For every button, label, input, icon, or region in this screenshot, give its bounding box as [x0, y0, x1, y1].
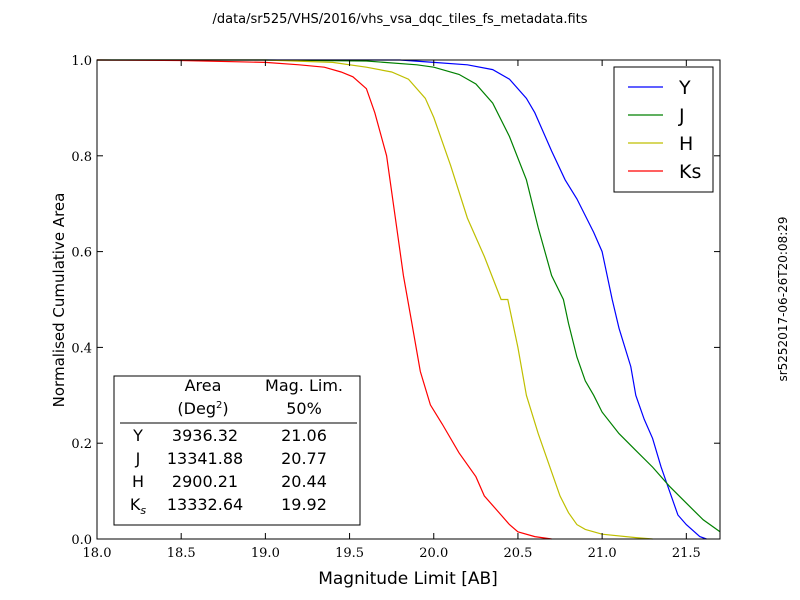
series-line-ks — [96, 59, 552, 540]
series-line-h — [97, 59, 653, 540]
table-row-band-subscript: s — [140, 504, 146, 517]
table-row-band: H — [132, 472, 144, 491]
legend-label-ks: Ks — [679, 161, 701, 183]
side-timestamp-label: sr5252017-06-26T20:08:29 — [776, 216, 790, 381]
y-tick-label: 0.2 — [71, 437, 92, 452]
y-tick-label: 1.0 — [71, 54, 92, 69]
table-row-maglim: 20.44 — [281, 472, 327, 491]
summary-table: Area Mag. Lim. (Deg2) 50% Y 3936.32 21.06 J… — [113, 375, 361, 526]
y-axis: 0.0 0.2 0.4 0.6 0.8 1.0 — [71, 54, 720, 548]
table-header-maglim-sub: 50% — [286, 399, 322, 418]
series-line-y — [97, 59, 707, 540]
chart-title: /data/sr525/VHS/2016/vhs_vsa_dqc_tiles_f… — [212, 12, 587, 27]
summary-table-box — [113, 375, 361, 526]
legend-label-y: Y — [678, 77, 691, 99]
x-tick-label: 19.5 — [335, 546, 364, 561]
plot-frame — [96, 59, 721, 540]
table-row-band: J — [135, 449, 141, 468]
x-tick-label: 18.0 — [83, 546, 112, 561]
legend: YJH Ks — [613, 66, 714, 193]
legend-label-j: J — [678, 105, 685, 127]
x-tick-label: 18.5 — [167, 546, 196, 561]
table-row-band-letter: Y — [132, 426, 143, 445]
table-row-band: Ks — [130, 495, 147, 517]
table-row-band-letter: J — [135, 449, 141, 468]
x-tick-label: 19.0 — [251, 546, 280, 561]
table-row-maglim: 21.06 — [281, 426, 327, 445]
y-tick-label: 0.0 — [71, 533, 92, 548]
series-layer — [96, 59, 721, 540]
y-tick-label: 0.4 — [71, 341, 92, 356]
legend-label-h: H — [679, 133, 693, 155]
x-tick-label: 20.5 — [503, 546, 532, 561]
y-tick-label: 0.6 — [71, 246, 92, 261]
series-line-j — [97, 59, 721, 533]
x-tick-label: 20.0 — [419, 546, 448, 561]
table-header-area-unit-text: (Deg — [177, 399, 216, 418]
table-row-area: 3936.32 — [172, 426, 238, 445]
table-row-maglim: 20.77 — [281, 449, 327, 468]
table-header-area: Area — [185, 376, 222, 395]
table-rows: Y 3936.32 21.06 J 13341.88 20.77 H 2900.21 20.44… — [130, 426, 327, 517]
table-row-band: Y — [132, 426, 143, 445]
y-tick-label: 0.8 — [71, 150, 92, 165]
table-row-area: 13332.64 — [167, 495, 243, 514]
y-axis-title: Normalised Cumulative Area — [50, 193, 68, 408]
table-row-area: 2900.21 — [172, 472, 238, 491]
table-row-band-letter: K — [130, 495, 141, 514]
table-row-maglim: 19.92 — [281, 495, 327, 514]
x-axis-title: Magnitude Limit [AB] — [318, 569, 498, 589]
table-header-area-unit-sup: 2 — [216, 400, 222, 411]
x-tick-label: 21.5 — [672, 546, 701, 561]
x-tick-label: 21.0 — [588, 546, 617, 561]
x-axis: 18.0 18.5 19.0 19.5 20.0 20.5 21.0 21.5 — [83, 60, 701, 561]
table-row-area: 13341.88 — [167, 449, 243, 468]
table-header-area-unit: (Deg2) — [177, 399, 228, 418]
table-row-band-letter: H — [132, 472, 144, 491]
table-header-area-unit-close: ) — [222, 399, 228, 418]
table-header-maglim: Mag. Lim. — [265, 376, 343, 395]
